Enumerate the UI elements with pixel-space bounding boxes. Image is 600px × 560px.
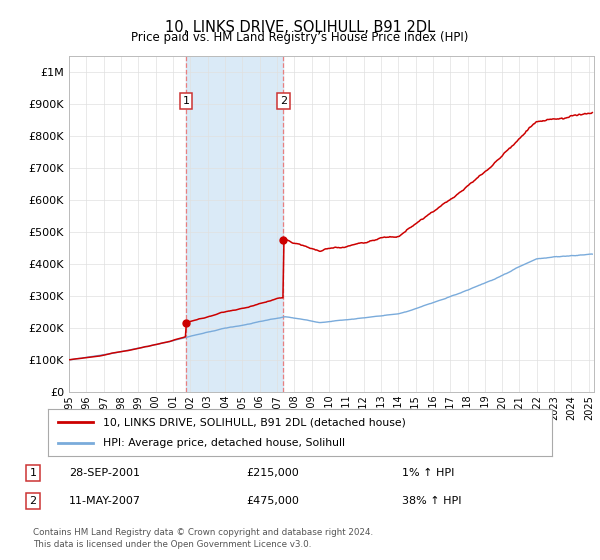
Text: Price paid vs. HM Land Registry’s House Price Index (HPI): Price paid vs. HM Land Registry’s House … xyxy=(131,31,469,44)
Text: 2: 2 xyxy=(280,96,287,106)
Text: 1% ↑ HPI: 1% ↑ HPI xyxy=(402,468,454,478)
Text: 1: 1 xyxy=(29,468,37,478)
Text: Contains HM Land Registry data © Crown copyright and database right 2024.
This d: Contains HM Land Registry data © Crown c… xyxy=(33,528,373,549)
Text: 28-SEP-2001: 28-SEP-2001 xyxy=(69,468,140,478)
Text: 38% ↑ HPI: 38% ↑ HPI xyxy=(402,496,461,506)
Text: 10, LINKS DRIVE, SOLIHULL, B91 2DL: 10, LINKS DRIVE, SOLIHULL, B91 2DL xyxy=(165,20,435,35)
Text: 1: 1 xyxy=(182,96,190,106)
Text: £215,000: £215,000 xyxy=(246,468,299,478)
Text: £475,000: £475,000 xyxy=(246,496,299,506)
Text: HPI: Average price, detached house, Solihull: HPI: Average price, detached house, Soli… xyxy=(103,438,346,448)
Text: 11-MAY-2007: 11-MAY-2007 xyxy=(69,496,141,506)
Text: 10, LINKS DRIVE, SOLIHULL, B91 2DL (detached house): 10, LINKS DRIVE, SOLIHULL, B91 2DL (deta… xyxy=(103,417,406,427)
Text: 2: 2 xyxy=(29,496,37,506)
